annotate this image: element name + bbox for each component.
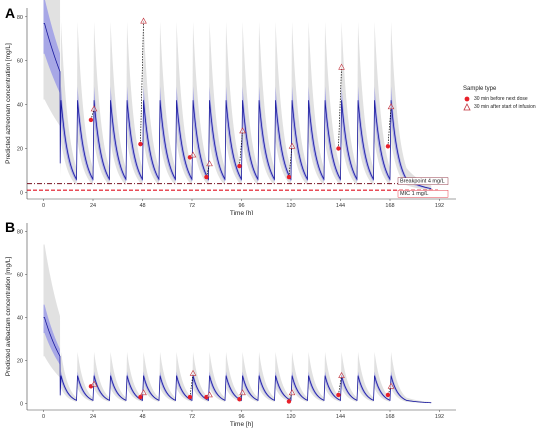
chart0-x-tick-label: 24 bbox=[90, 203, 96, 209]
chart1-x-axis-label: Time [h] bbox=[230, 421, 253, 428]
panel-a-letter: A bbox=[5, 5, 16, 21]
chart0-observation-after-infusion bbox=[90, 105, 98, 112]
chart0-observation-before-dose bbox=[385, 144, 391, 149]
chart0-y-tick-label: 40 bbox=[17, 103, 23, 109]
chart0-y-axis-label: Predicted aztreonam concentration [mg/L] bbox=[5, 43, 12, 164]
chart0-observation-before-dose bbox=[138, 141, 143, 147]
chart1-outer-prediction-band bbox=[43, 244, 432, 404]
chart0-observation-connector bbox=[239, 130, 243, 167]
chart0-reference-label: Breakpoint 4 mg/L bbox=[400, 179, 445, 185]
chart0-observation-after-infusion bbox=[338, 63, 345, 70]
chart1-y-tick-label: 80 bbox=[17, 230, 23, 236]
chart0-observation-connector bbox=[288, 146, 293, 178]
chart0-observation-after-infusion bbox=[387, 103, 395, 110]
chart0-observation-before-dose bbox=[237, 163, 242, 169]
chart1-x-tick-label: 168 bbox=[385, 414, 394, 420]
chart0-observation-after-infusion bbox=[206, 160, 213, 167]
chart1-x-tick-label: 144 bbox=[336, 414, 345, 420]
chart1-observation-before-dose bbox=[187, 394, 193, 400]
chart0-y-tick-label: 0 bbox=[20, 190, 23, 196]
chart1-x-tick-label: 48 bbox=[139, 414, 145, 420]
chart1-observation-connector bbox=[338, 375, 342, 396]
chart1-observation-after-infusion bbox=[338, 371, 345, 378]
chart0-x-tick-label: 168 bbox=[385, 203, 394, 209]
chart1-x-tick-label: 24 bbox=[90, 414, 96, 420]
legend: Sample type 30 min before next dose 30 m… bbox=[463, 86, 549, 111]
chart1-observation-after-infusion bbox=[189, 369, 197, 376]
legend-title: Sample type bbox=[463, 86, 497, 92]
chart1-y-axis-label: Predicted avibactam concentration [mg/L] bbox=[5, 257, 12, 377]
filled-circle-marker-icon bbox=[464, 96, 470, 102]
chart1-observation-before-dose bbox=[138, 394, 143, 400]
chart1-observation-after-infusion bbox=[387, 382, 395, 389]
legend-label-after-infusion: 30 min after start of infusion bbox=[474, 104, 536, 110]
chart1-y-tick-label: 20 bbox=[17, 359, 23, 365]
chart1-observation-connector bbox=[189, 373, 194, 398]
chart0-reference-label-box bbox=[397, 190, 449, 198]
panel-b-chart: 0 24 48 72 96 120 144 168 192 0 20 40 60 80 Time [h] Pr… bbox=[5, 223, 456, 428]
legend-label-before-dose: 30 min before next dose bbox=[474, 96, 528, 102]
chart0-y-tick-label: 60 bbox=[17, 59, 23, 65]
chart0-observation-before-dose bbox=[286, 174, 292, 180]
chart0-observation-after-infusion bbox=[140, 17, 147, 24]
chart0-observation-after-infusion bbox=[239, 127, 246, 134]
chart0-observation-connector bbox=[338, 67, 342, 149]
panel-a-chart: 0 24 48 72 96 120 144 168 192 0 20 40 60 80 Time [h] Pr… bbox=[5, 0, 456, 215]
open-triangle-marker-icon bbox=[463, 103, 471, 111]
chart0-observation-after-infusion bbox=[189, 151, 197, 158]
chart0-y-tick-label: 20 bbox=[17, 147, 23, 153]
chart0-observation-before-dose bbox=[204, 174, 209, 180]
chart0-x-tick-label: 0 bbox=[42, 203, 45, 209]
chart0-reference-label: MIC 1 mg/L bbox=[400, 191, 428, 197]
legend-item-before-dose: 30 min before next dose bbox=[463, 95, 549, 103]
chart1-median-prediction-line bbox=[43, 317, 432, 404]
chart0-reference-label-box bbox=[397, 177, 449, 185]
chart0-y-tick-label: 80 bbox=[17, 15, 23, 21]
chart1-y-tick-label: 40 bbox=[17, 316, 23, 322]
chart0-x-tick-label: 96 bbox=[238, 203, 244, 209]
chart1-observation-before-dose bbox=[385, 392, 391, 398]
chart0-x-tick-label: 192 bbox=[435, 203, 444, 209]
chart1-observation-after-infusion bbox=[239, 389, 246, 396]
chart1-x-tick-label: 192 bbox=[435, 414, 444, 420]
chart0-x-tick-label: 120 bbox=[286, 203, 295, 209]
chart1-y-tick-label: 0 bbox=[20, 402, 23, 408]
chart0-x-axis-label: Time [h] bbox=[230, 210, 253, 215]
chart1-observation-after-infusion bbox=[206, 391, 213, 398]
chart1-x-tick-label: 0 bbox=[42, 414, 45, 420]
chart0-observation-before-dose bbox=[336, 146, 341, 151]
chart0-observation-before-dose bbox=[88, 117, 94, 123]
chart0-observation-connector bbox=[387, 106, 392, 147]
chart0-observation-after-infusion bbox=[288, 142, 296, 149]
chart1-x-tick-label: 96 bbox=[238, 414, 244, 420]
chart1-x-tick-label: 72 bbox=[189, 414, 195, 420]
chart1-x-tick-label: 120 bbox=[286, 414, 295, 420]
panel-b-letter: B bbox=[5, 219, 16, 235]
chart1-y-tick-label: 60 bbox=[17, 273, 23, 279]
chart1-observation-after-infusion bbox=[90, 380, 98, 387]
chart1-observation-before-dose bbox=[336, 392, 341, 398]
legend-item-after-infusion: 30 min after start of infusion bbox=[463, 103, 549, 111]
chart0-outer-prediction-band bbox=[43, 0, 432, 191]
chart0-x-tick-label: 144 bbox=[336, 203, 345, 209]
chart1-observation-before-dose bbox=[286, 399, 292, 404]
chart1-observation-after-infusion bbox=[288, 389, 296, 396]
chart0-median-prediction-line bbox=[43, 22, 432, 190]
chart1-observation-before-dose bbox=[237, 397, 242, 402]
chart0-x-tick-label: 72 bbox=[189, 203, 195, 209]
chart1-observation-after-infusion bbox=[140, 389, 147, 396]
chart0-x-tick-label: 48 bbox=[139, 203, 145, 209]
